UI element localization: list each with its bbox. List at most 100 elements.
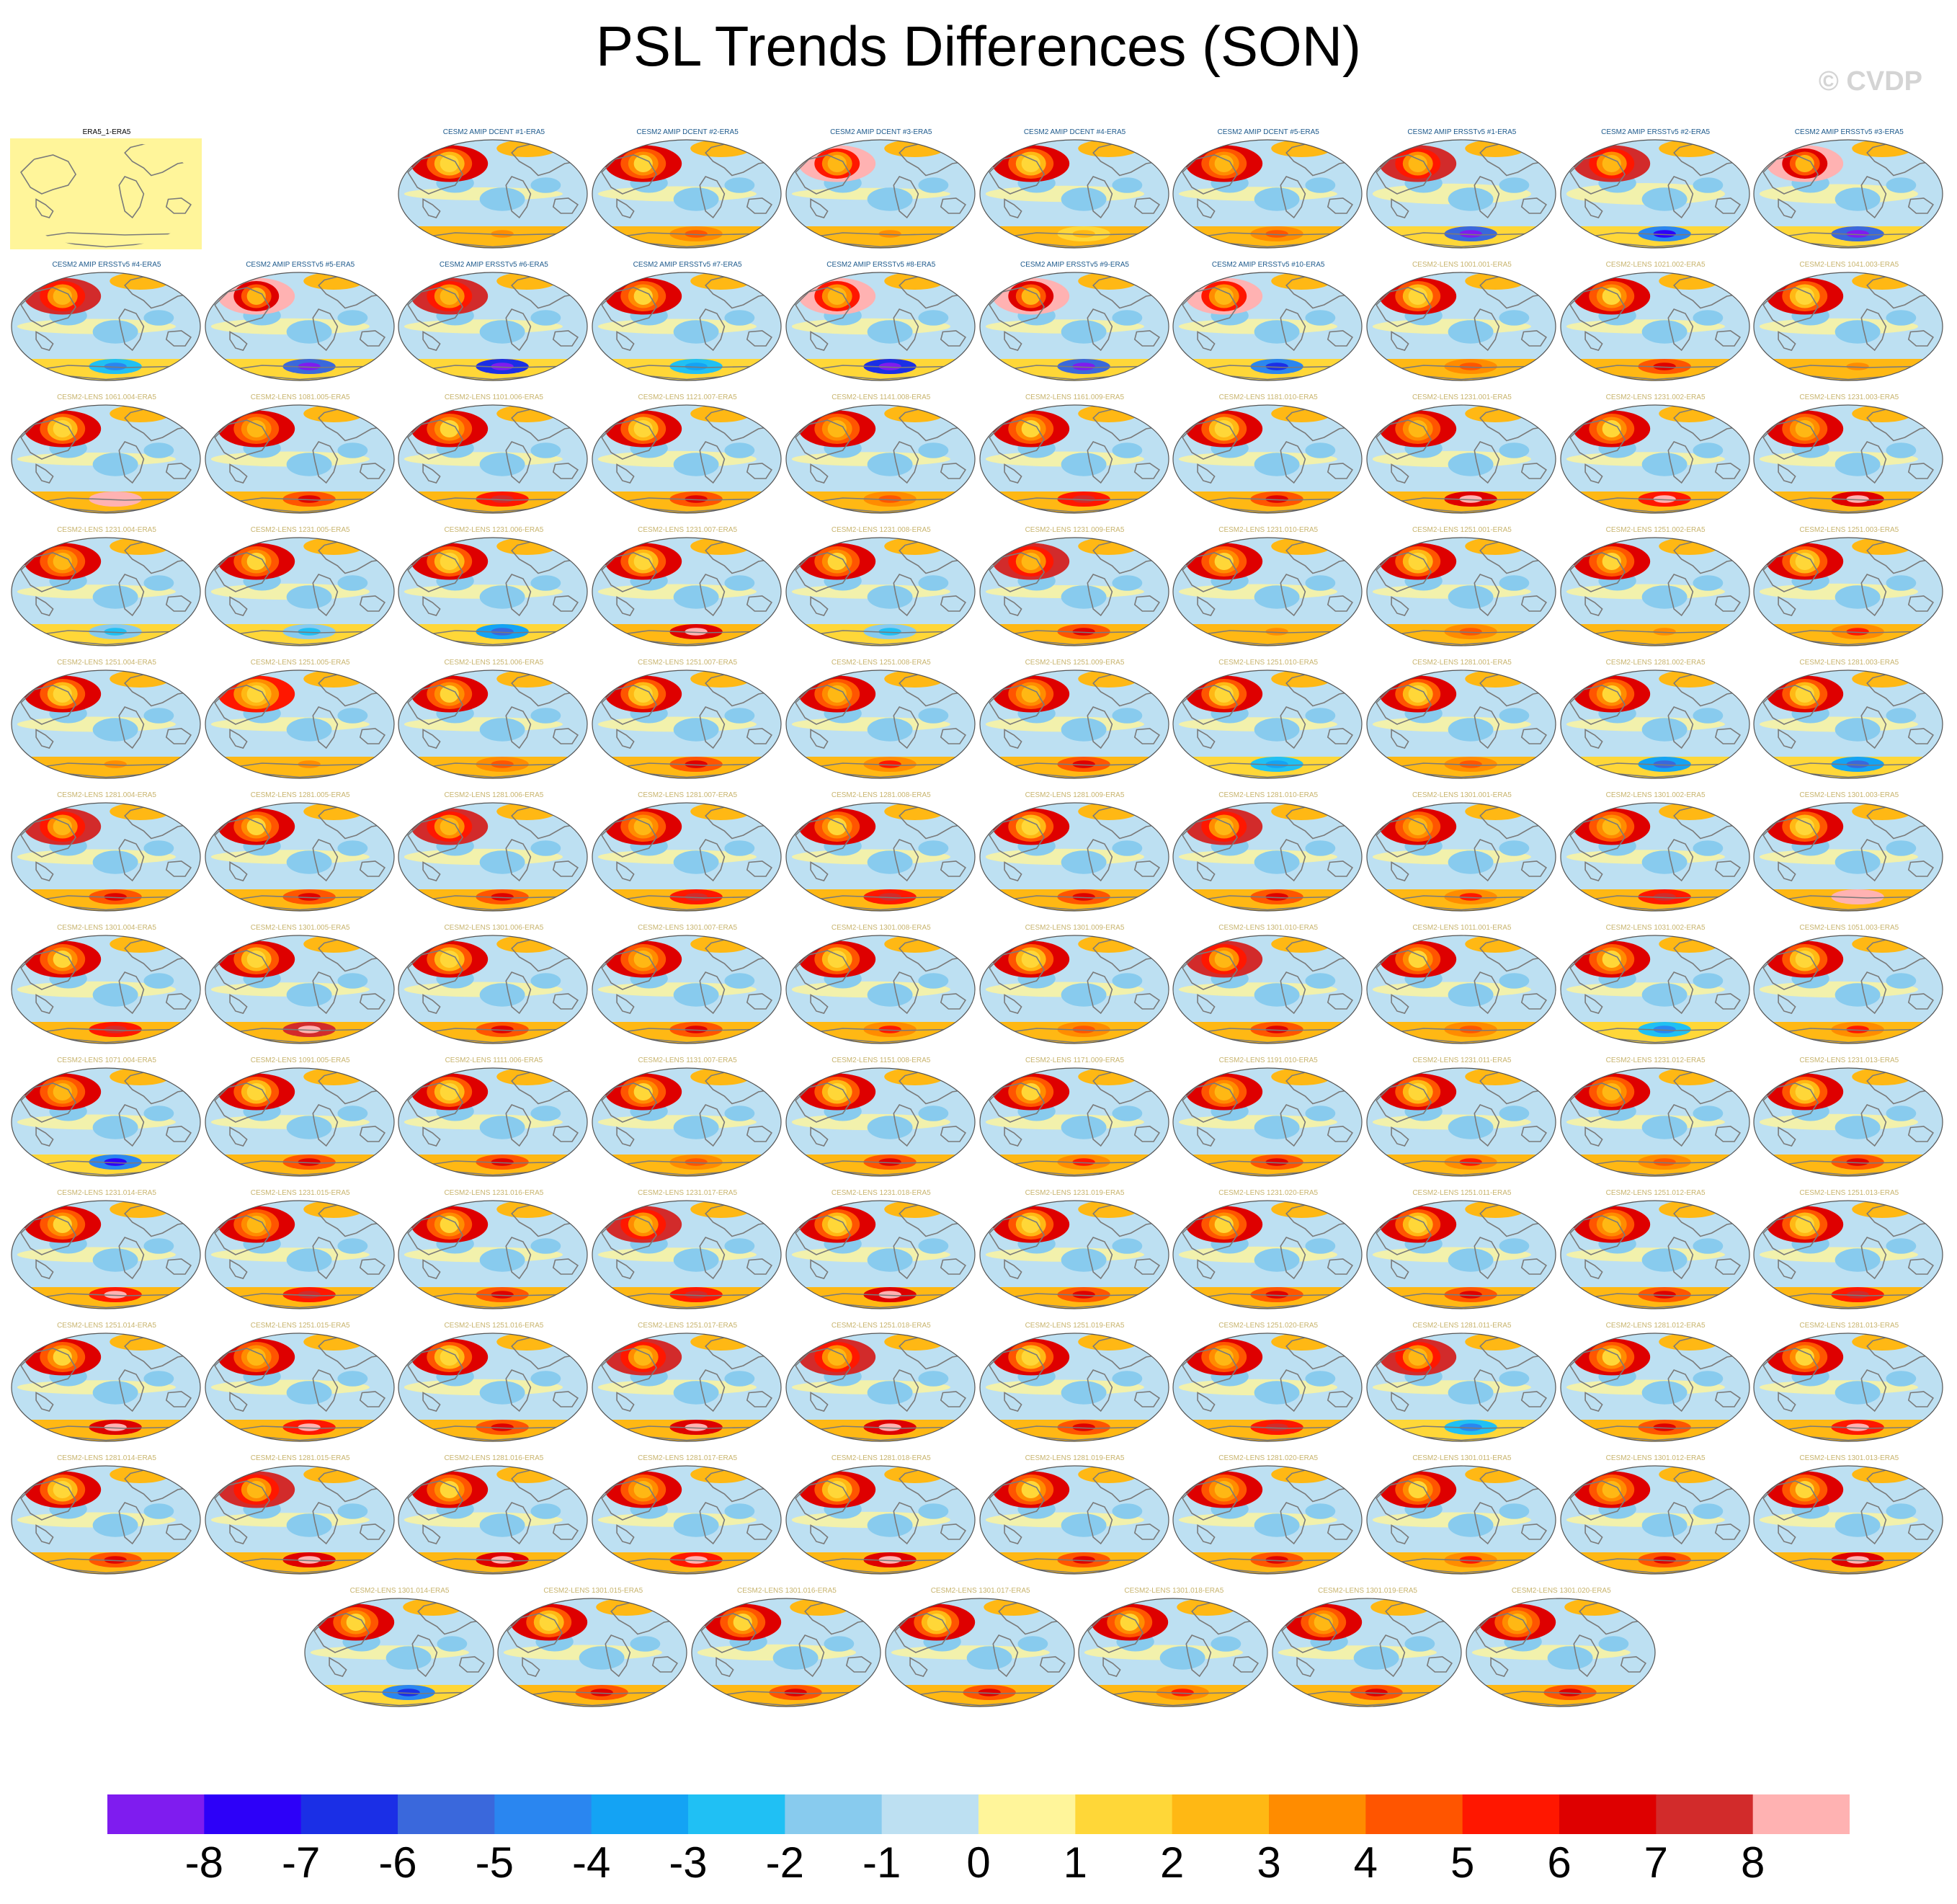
map-panel: CESM2-LENS 1281.012-ERA5 <box>1559 1322 1752 1454</box>
anomaly-arctic <box>1077 803 1138 820</box>
coastline <box>1474 176 1500 219</box>
psl-trend-map <box>785 802 976 912</box>
anomaly-arctic <box>1271 538 1332 555</box>
coastline <box>165 993 192 1010</box>
panel-title: CESM2-LENS 1131.007-ERA5 <box>638 1056 737 1064</box>
coastline <box>505 839 532 882</box>
coastline <box>1584 1392 1603 1412</box>
anomaly-arctic <box>303 803 364 820</box>
anomaly-arctic <box>884 1201 945 1218</box>
anomaly-negative <box>673 1381 719 1405</box>
psl-trend-map <box>785 272 976 381</box>
coastline <box>746 993 773 1010</box>
coastline <box>1474 441 1500 484</box>
anomaly-negative <box>1061 1381 1107 1405</box>
coastline <box>1197 994 1216 1014</box>
coastline <box>228 994 248 1014</box>
anomaly-negative <box>530 310 561 326</box>
coastline <box>746 860 773 877</box>
anomaly-negative <box>1598 1636 1629 1652</box>
colorbar-swatch <box>1752 1794 1850 1834</box>
colorbar-swatch <box>1656 1794 1754 1834</box>
map-outline <box>1172 1200 1363 1309</box>
coastline <box>940 1391 966 1407</box>
coastline <box>1182 685 1239 725</box>
panel-title: CESM2-LENS 1301.016-ERA5 <box>737 1587 837 1595</box>
coastline <box>988 1348 1045 1388</box>
anomaly-arctic <box>496 1068 558 1085</box>
panel-title: CESM2-LENS 1301.015-ERA5 <box>543 1587 643 1595</box>
coastline <box>1520 1258 1547 1275</box>
coastline <box>601 1082 658 1123</box>
map-outline <box>11 802 201 912</box>
anomaly-arctic <box>884 140 945 157</box>
psl-trend-map <box>1078 1598 1268 1707</box>
anomaly-negative <box>337 310 368 326</box>
coastline <box>118 706 145 749</box>
anomaly-negative <box>1835 1116 1881 1139</box>
anomaly-negative <box>1448 718 1494 742</box>
map-panel: CESM2-LENS 1191.010-ERA5 <box>1172 1056 1365 1189</box>
coastline <box>35 331 54 351</box>
map-panel: CESM2-LENS 1231.002-ERA5 <box>1559 393 1752 526</box>
coastline <box>359 993 385 1010</box>
anomaly-negative <box>1835 983 1881 1007</box>
anomaly-north-pacific <box>827 818 847 835</box>
anomaly-southern-core <box>104 362 127 370</box>
coastline <box>1086 1369 1113 1413</box>
anomaly-negative <box>1254 585 1300 609</box>
coastline <box>1003 198 1022 218</box>
anomaly-southern-core <box>104 893 127 901</box>
psl-trend-map <box>1466 1598 1656 1707</box>
anomaly-negative <box>480 1116 525 1139</box>
anomaly-negative <box>337 1106 368 1121</box>
coastline <box>505 1502 532 1545</box>
map-outline <box>785 404 976 514</box>
anomaly-negative <box>1061 187 1107 211</box>
coastline <box>1474 308 1500 352</box>
anomaly-negative <box>724 442 755 458</box>
map-outline <box>978 537 1169 646</box>
anomaly-negative <box>143 1503 174 1519</box>
coastline <box>1003 463 1022 484</box>
map-outline <box>1753 404 1943 514</box>
anomaly-north-pacific <box>440 288 460 305</box>
coastline <box>1569 685 1626 725</box>
anomaly-arctic <box>1465 670 1525 688</box>
coastline <box>1762 685 1819 725</box>
coastline <box>359 1391 385 1407</box>
coastline <box>1327 728 1354 744</box>
anomaly-arctic <box>110 1068 171 1085</box>
colorbar-swatch <box>1559 1794 1657 1834</box>
map-panel: CESM2-LENS 1251.010-ERA5 <box>1172 659 1365 791</box>
anomaly-negative <box>92 850 138 874</box>
anomaly-north-pacific <box>1602 685 1621 703</box>
coastline <box>20 1480 77 1521</box>
anomaly-southern-core <box>1265 1158 1289 1166</box>
anomaly-arctic <box>1658 405 1719 422</box>
map-background <box>10 138 202 249</box>
anomaly-north-pacific <box>1021 1348 1040 1366</box>
anomaly-southern-core <box>1459 230 1482 238</box>
psl-trend-map <box>592 1067 782 1177</box>
psl-trend-map <box>11 669 201 779</box>
anomaly-negative <box>1111 708 1142 724</box>
anomaly-negative <box>824 1636 855 1652</box>
coastline <box>1391 1259 1409 1279</box>
panel-title: CESM2-LENS 1281.013-ERA5 <box>1799 1322 1899 1330</box>
panel-title: CESM2-LENS 1301.008-ERA5 <box>831 924 931 932</box>
map-panel: CESM2 AMIP ERSSTv5 #9-ERA5 <box>978 261 1172 393</box>
psl-trend-map <box>11 1465 201 1575</box>
map-panel: CESM2-LENS 1281.006-ERA5 <box>397 791 590 924</box>
panel-title: CESM2 AMIP ERSSTv5 #5-ERA5 <box>246 261 355 269</box>
anomaly-negative <box>918 1503 949 1519</box>
anomaly-negative <box>1254 320 1300 344</box>
anomaly-north-pacific <box>1408 155 1427 172</box>
coastline <box>1667 574 1693 617</box>
coastline <box>1569 1215 1626 1255</box>
coastline <box>312 1502 338 1545</box>
anomaly-arctic <box>1271 1466 1332 1483</box>
coastline <box>1003 729 1022 749</box>
map-panel: CESM2-LENS 1251.020-ERA5 <box>1172 1322 1365 1454</box>
anomaly-negative <box>1254 453 1300 476</box>
